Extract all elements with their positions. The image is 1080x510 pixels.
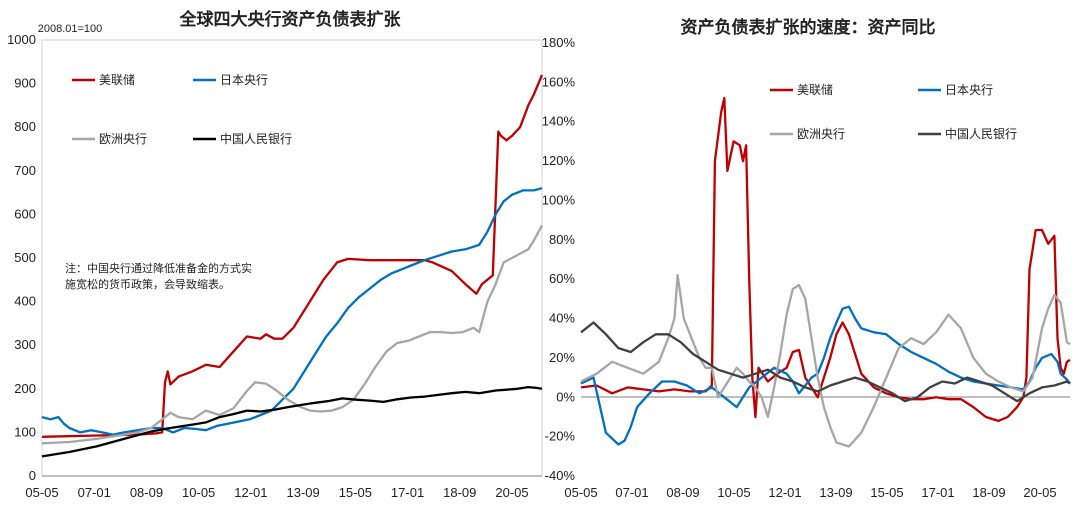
right-x-tick-label: 07-01 [615,485,648,500]
left-x-tick-label: 10-05 [182,485,215,500]
right-y-tick-label: 120% [542,153,576,168]
right-y-axis: -40% -20% 0% 20% 40% 60% 80% 100% 120% 140% 160% 18… [542,35,1070,483]
left-x-tick-label: 07-01 [78,485,111,500]
left-x-tick-label: 15-05 [339,485,372,500]
right-x-tick-label: 08-09 [666,485,699,500]
left-y-tick-label: 0 [29,468,36,483]
left-chart-title: 全球四大央行资产负债表扩张 [179,9,402,30]
legend-label-pboc-right: 中国人民银行 [945,126,1017,141]
right-y-tick-label: 100% [542,192,576,207]
left-series-line-3 [41,385,543,458]
right-x-tick-label: 05-05 [564,485,597,500]
legend-label-ecb: 欧洲央行 [99,132,147,146]
right-x-axis: 05-05 07-01 08-09 10-05 12-01 13-09 15-05 17-01… [564,485,1056,500]
left-y-tick-label: 400 [14,294,36,309]
right-x-tick-label: 20-05 [1023,485,1056,500]
legend-label-fed: 美联储 [99,72,135,87]
right-y-tick-label: 80% [549,232,575,247]
left-series-lines [41,74,544,458]
left-y-tick-label: 600 [14,206,36,221]
legend-label-boj-right: 日本央行 [945,83,993,97]
right-chart: 资产负债表扩张的速度：资产同比 -40% -20% 0% 20% 40% 60% 80% 10… [542,17,1071,500]
left-plot-frame [41,39,543,477]
right-y-tick-label: 40% [549,311,575,326]
left-x-tick-label: 08-09 [130,485,163,500]
legend-label-pboc: 中国人民银行 [220,131,292,146]
right-y-tick-label: 60% [549,271,575,286]
left-chart-unit-label: 2008.01=100 [38,23,103,35]
right-x-tick-label: 12-01 [768,485,801,500]
left-y-tick-label: 700 [14,163,36,178]
left-x-tick-label: 17-01 [391,485,424,500]
right-y-tick-label: 160% [542,74,576,89]
right-x-tick-label: 17-01 [921,485,954,500]
left-y-tick-label: 100 [14,424,36,439]
right-chart-title: 资产负债表扩张的速度：资产同比 [681,17,936,38]
left-chart-note-line-1: 注：中国央行通过降低准备金的方式实 [65,261,252,275]
right-y-tick-label: 140% [542,114,576,129]
left-chart: 全球四大央行资产负债表扩张 2008.01=100 0 100 200 300 400 5… [7,9,544,500]
left-chart-note-line-2: 施宽松的货币政策，会导致缩表。 [65,277,230,291]
left-series-line-2 [41,224,544,445]
left-x-tick-label: 12-01 [234,485,267,500]
left-x-tick-label: 05-05 [25,485,58,500]
right-y-tick-label: -20% [545,429,576,444]
left-series-line-0 [41,74,544,438]
legend-label-fed-right: 美联储 [797,82,833,97]
legend-label-ecb-right: 欧洲央行 [797,127,845,141]
right-y-tick-label: 180% [542,35,576,50]
right-series-line-2 [580,274,1071,448]
left-x-tick-label: 18-09 [443,485,476,500]
legend-label-boj: 日本央行 [220,73,268,87]
right-y-tick-label: 0% [556,389,575,404]
right-x-tick-label: 15-05 [870,485,903,500]
right-x-tick-label: 10-05 [717,485,750,500]
left-y-axis: 0 100 200 300 400 500 600 700 800 900 1000 [7,32,542,483]
left-x-axis: 05-05 07-01 08-09 10-05 12-01 13-09 15-05 17-01… [25,485,528,500]
left-x-tick-label: 13-09 [286,485,319,500]
left-y-tick-label: 300 [14,337,36,352]
left-y-tick-label: 200 [14,381,36,396]
left-series-line-1 [41,187,543,436]
right-y-tick-label: 20% [549,350,575,365]
right-series-line-3 [580,321,1071,403]
right-x-tick-label: 18-09 [972,485,1005,500]
left-y-tick-label: 900 [14,76,36,91]
left-y-tick-label: 1000 [7,32,36,47]
right-y-tick-label: -40% [545,468,576,483]
right-series-line-0 [580,96,1071,423]
right-series-lines [580,96,1071,448]
left-x-tick-label: 20-05 [495,485,528,500]
right-x-tick-label: 13-09 [819,485,852,500]
left-y-tick-label: 500 [14,250,36,265]
left-y-tick-label: 800 [14,119,36,134]
